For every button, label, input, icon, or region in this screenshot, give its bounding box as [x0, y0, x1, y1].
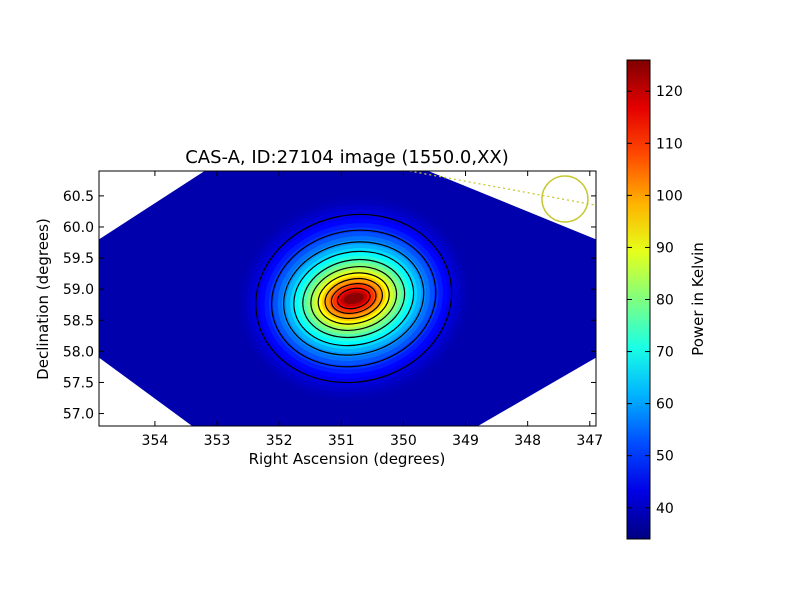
contour-line: [283, 241, 425, 356]
y-axis: 57.0 57.5 58.0 58.5 59.0 59.5 60.0 60.5: [63, 189, 596, 423]
contour-line: [302, 258, 406, 339]
colorbar-tick-label: 120: [656, 84, 683, 100]
colorbar-ticks: 40 50 60 70 80 90 100 110 120: [627, 84, 683, 517]
y-tick-label: 57.5: [63, 375, 94, 391]
beam-track: [409, 171, 596, 206]
colorbar-tick-label: 80: [656, 293, 674, 309]
x-tick-label: 351: [328, 433, 355, 449]
y-axis-label: Declination (degrees): [34, 218, 52, 380]
contour-line: [293, 250, 415, 347]
x-tick-label: 353: [204, 433, 231, 449]
plot-frame: [98, 170, 597, 427]
y-tick-label: 60.5: [63, 189, 94, 205]
y-tick-label: 58.0: [63, 344, 94, 360]
x-tick-label: 354: [142, 433, 169, 449]
x-axis-label: Right Ascension (degrees): [249, 450, 446, 468]
y-tick-label: 58.5: [63, 313, 94, 329]
contour-line: [324, 277, 383, 320]
x-tick-label: 347: [576, 433, 603, 449]
contour-lines: [255, 213, 453, 384]
y-tick-label: 57.0: [63, 407, 94, 423]
colorbar-tick-label: 90: [656, 240, 674, 256]
contour-line: [270, 229, 437, 368]
beam-marker: [409, 171, 596, 223]
contour-line: [310, 266, 398, 331]
contour-line: [336, 287, 371, 310]
x-tick-label: 348: [514, 433, 541, 449]
colorbar-tick-label: 60: [656, 397, 674, 413]
colorbar-tick-label: 70: [656, 345, 674, 361]
x-tick-label: 352: [266, 433, 293, 449]
contour-line: [255, 213, 453, 384]
sky-image: [99, 171, 596, 426]
contour-line: [317, 272, 390, 325]
chart-title: CAS-A, ID:27104 image (1550.0,XX): [185, 147, 509, 168]
y-tick-label: 60.0: [63, 220, 94, 236]
plot-area: [98, 170, 597, 427]
colorbar-tick-label: 40: [656, 501, 674, 517]
colorbar: 40 50 60 70 80 90 100 110 120: [626, 59, 683, 540]
brightness-band: [343, 292, 364, 305]
x-tick-label: 349: [452, 433, 479, 449]
beam-circle: [541, 175, 589, 223]
colorbar-label: Power in Kelvin: [689, 242, 707, 356]
x-axis: 354 353 352 351 350 349 348 347: [142, 171, 603, 449]
y-tick-label: 59.0: [63, 282, 94, 298]
colorbar-tick-label: 100: [656, 188, 683, 204]
y-tick-label: 59.5: [63, 251, 94, 267]
colorbar-tick-label: 50: [656, 449, 674, 465]
colorbar-gradient: [627, 60, 650, 539]
x-tick-label: 350: [390, 433, 417, 449]
colorbar-tick-label: 110: [656, 136, 683, 152]
contour-line: [330, 283, 377, 314]
